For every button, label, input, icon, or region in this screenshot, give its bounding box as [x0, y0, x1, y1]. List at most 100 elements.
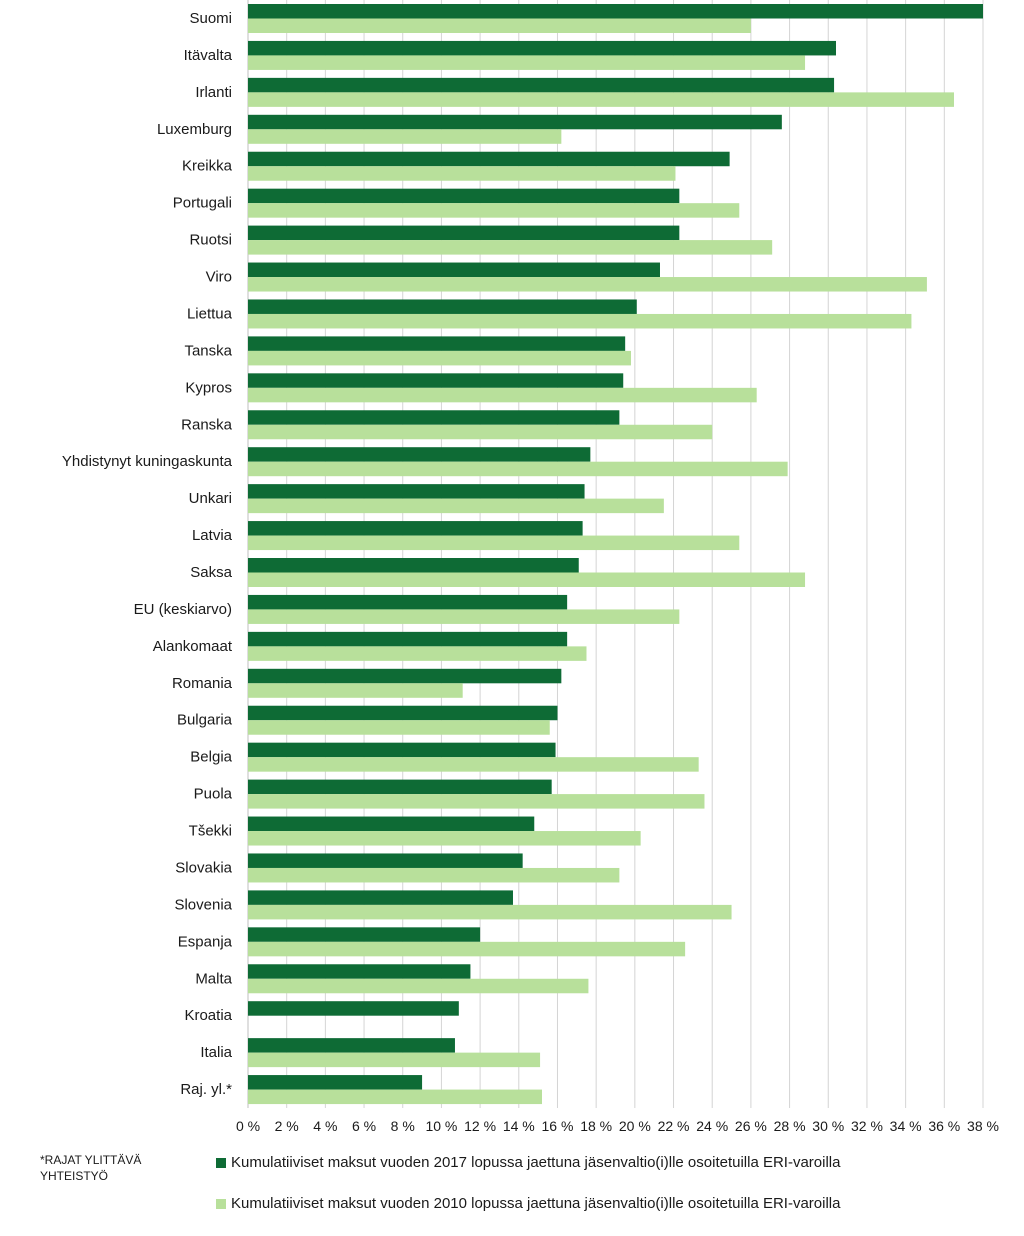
bar-2010	[248, 646, 587, 661]
bar-2017	[248, 1038, 455, 1053]
category-label: Itävalta	[184, 47, 233, 64]
category-label: Suomi	[189, 10, 232, 27]
bar-2017	[248, 225, 680, 241]
category-labels: Suomi Itävalta Irlanti Luxemburg Kreikka Port…	[62, 10, 233, 1098]
x-tick-label: 38 %	[967, 1118, 999, 1134]
bar-2017	[248, 373, 624, 388]
bar-2010	[248, 535, 740, 551]
bar-2010	[248, 794, 705, 809]
bar-2010	[248, 55, 806, 70]
bar-2017	[248, 890, 513, 905]
bar-2010	[248, 941, 686, 957]
category-label: Puola	[194, 786, 233, 803]
bar-2010	[248, 572, 806, 587]
bar-2017	[248, 40, 836, 56]
category-label: Luxemburg	[157, 121, 232, 138]
x-tick-label: 2 %	[275, 1118, 299, 1134]
category-label: Malta	[195, 970, 232, 987]
legend-label-2017: Kumulatiiviset maksut vuoden 2017 lopuss…	[231, 1154, 841, 1171]
x-tick-label: 8 %	[391, 1118, 415, 1134]
category-label: Irlanti	[195, 84, 232, 101]
x-tick-label: 20 %	[619, 1118, 651, 1134]
category-label: Yhdistynyt kuningaskunta	[62, 453, 233, 470]
bar-2017	[248, 336, 626, 351]
bar-2010	[248, 683, 463, 698]
x-tick-label: 18 %	[580, 1118, 612, 1134]
bar-2017	[248, 521, 583, 536]
category-label: Liettua	[187, 305, 233, 322]
bar-2010	[248, 424, 713, 440]
bar-2017	[248, 1075, 423, 1090]
category-label: Ruotsi	[189, 232, 232, 249]
bar-2017	[248, 447, 591, 462]
bar-2017	[248, 705, 558, 721]
bar-2010	[248, 461, 788, 477]
x-tick-label: 0 %	[236, 1118, 260, 1134]
bar-2017	[248, 114, 782, 130]
category-label: Espanja	[178, 933, 233, 950]
category-label: Raj. yl.*	[180, 1081, 232, 1098]
bar-2017	[248, 594, 568, 610]
legend-swatch-2010	[216, 1199, 226, 1209]
category-label: Latvia	[192, 527, 233, 544]
category-label: Alankomaat	[153, 638, 233, 655]
footnote-line-1: *RAJAT YLITTÄVÄ	[40, 1153, 142, 1167]
bar-2017	[248, 779, 552, 795]
x-tick-label: 16 %	[542, 1118, 574, 1134]
bar-2010	[248, 92, 954, 107]
legend-item-2017: Kumulatiiviset maksut vuoden 2017 lopuss…	[216, 1154, 841, 1172]
category-label: Kypros	[185, 379, 232, 396]
category-label: Romania	[172, 675, 233, 692]
footnote: *RAJAT YLITTÄVÄ YHTEISTYÖ	[40, 1152, 141, 1184]
bar-2017	[248, 262, 660, 278]
category-label: Bulgaria	[177, 712, 233, 729]
x-axis-tick-labels: 0 % 2 % 4 % 6 % 8 % 10 % 12 % 14 % 16 % 18 % 20 % 2…	[236, 1118, 999, 1134]
x-tick-label: 6 %	[352, 1118, 376, 1134]
category-label: Unkari	[189, 490, 232, 507]
bar-chart: Suomi Itävalta Irlanti Luxemburg Kreikka Port…	[62, 0, 999, 1134]
bar-2010	[248, 350, 631, 366]
bar-2010	[248, 240, 773, 255]
category-label: Slovenia	[174, 896, 232, 913]
legend-item-2010: Kumulatiiviset maksut vuoden 2010 lopuss…	[216, 1195, 841, 1213]
x-tick-label: 28 %	[774, 1118, 806, 1134]
category-label: Kroatia	[184, 1007, 232, 1024]
bar-2010	[248, 720, 550, 735]
bar-2017	[248, 742, 556, 758]
bar-2017	[248, 927, 481, 942]
bar-2017	[248, 668, 562, 684]
bar-2017	[248, 299, 637, 314]
category-label: Tanska	[184, 342, 232, 359]
x-tick-label: 10 %	[425, 1118, 457, 1134]
bar-2017	[248, 816, 535, 832]
category-label: Tšekki	[189, 823, 232, 840]
legend-swatch-2017	[216, 1158, 226, 1168]
bar-2017	[248, 484, 585, 499]
x-tick-label: 34 %	[890, 1118, 922, 1134]
x-tick-label: 4 %	[313, 1118, 337, 1134]
legend: Kumulatiiviset maksut vuoden 2017 lopuss…	[216, 1154, 841, 1236]
x-tick-label: 12 %	[464, 1118, 496, 1134]
category-label: Viro	[206, 269, 232, 286]
bar-2017	[248, 1001, 459, 1016]
gridlines	[247, 0, 984, 1108]
bar-2010	[248, 978, 589, 994]
bars	[248, 4, 983, 1105]
bar-2010	[248, 277, 927, 292]
bar-2010	[248, 609, 680, 624]
bar-2010	[248, 387, 757, 403]
bar-2010	[248, 498, 664, 514]
bar-2010	[248, 1052, 541, 1068]
bar-2017	[248, 964, 471, 979]
bar-2017	[248, 151, 730, 167]
legend-label-2010: Kumulatiiviset maksut vuoden 2010 lopuss…	[231, 1195, 841, 1212]
category-label: Ranska	[181, 416, 233, 433]
x-tick-label: 22 %	[658, 1118, 690, 1134]
x-tick-label: 26 %	[735, 1118, 767, 1134]
bar-2010	[248, 867, 620, 883]
bar-2017	[248, 853, 523, 868]
bar-2017	[248, 4, 983, 19]
category-label: Italia	[200, 1044, 232, 1061]
bar-2010	[248, 313, 912, 329]
bar-2017	[248, 188, 680, 204]
